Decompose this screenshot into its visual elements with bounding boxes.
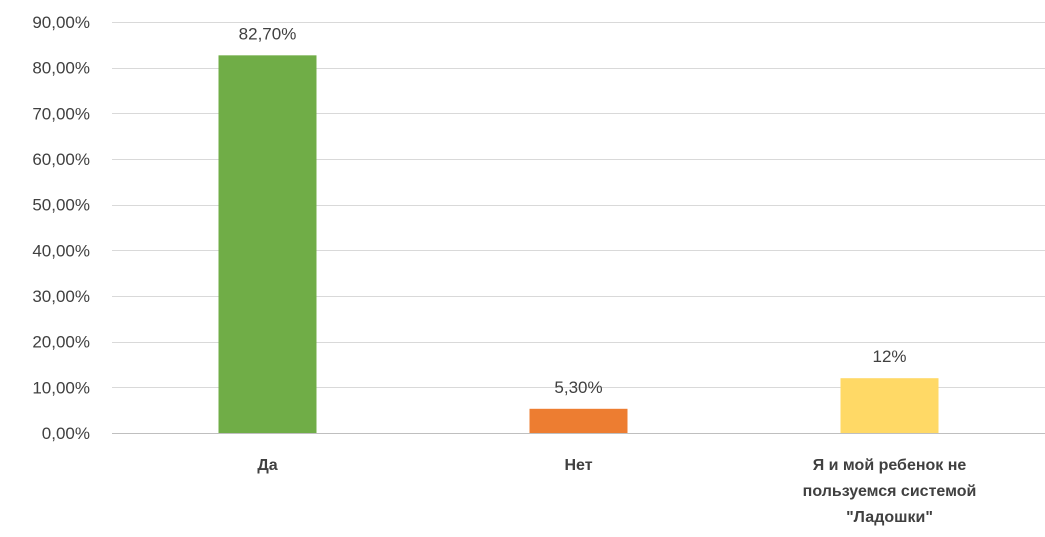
y-tick-label: 40,00% bbox=[32, 241, 90, 260]
x-tick-label-line: пользуемся системой bbox=[803, 483, 977, 500]
x-tick-label: Я и мой ребенок не пользуемся системой "Ла… bbox=[803, 457, 977, 526]
y-tick-label: 30,00% bbox=[32, 287, 90, 306]
y-tick-label: 20,00% bbox=[32, 333, 90, 352]
y-tick-label: 50,00% bbox=[32, 196, 90, 215]
x-tick-label-line: "Ладошки" bbox=[846, 509, 933, 526]
bar bbox=[529, 408, 628, 433]
x-tick-label: Нет bbox=[564, 457, 592, 474]
y-tick-label: 60,00% bbox=[32, 150, 90, 169]
x-axis-category-labels: Да Нет Я и мой ребенок не пользуемся систем… bbox=[257, 457, 976, 526]
y-tick-label: 90,00% bbox=[32, 13, 90, 32]
y-tick-label: 10,00% bbox=[32, 378, 90, 397]
bar bbox=[840, 378, 939, 433]
y-tick-label: 70,00% bbox=[32, 104, 90, 123]
data-label: 12% bbox=[872, 347, 906, 366]
bars bbox=[218, 55, 939, 433]
x-tick-label: Да bbox=[257, 457, 277, 474]
data-labels: 82,70% 5,30% 12% bbox=[239, 24, 907, 396]
y-axis-tick-labels: 0,00% 10,00% 20,00% 30,00% 40,00% 50,00% 60,00… bbox=[32, 13, 90, 443]
x-tick-label-line: Я и мой ребенок не bbox=[813, 457, 967, 474]
y-tick-label: 80,00% bbox=[32, 59, 90, 78]
x-tick-label-line: Да bbox=[257, 457, 277, 474]
data-label: 5,30% bbox=[554, 378, 602, 397]
data-label: 82,70% bbox=[239, 24, 297, 43]
bar bbox=[218, 55, 317, 433]
x-tick-label-line: Нет bbox=[564, 457, 592, 474]
y-tick-label: 0,00% bbox=[42, 424, 90, 443]
